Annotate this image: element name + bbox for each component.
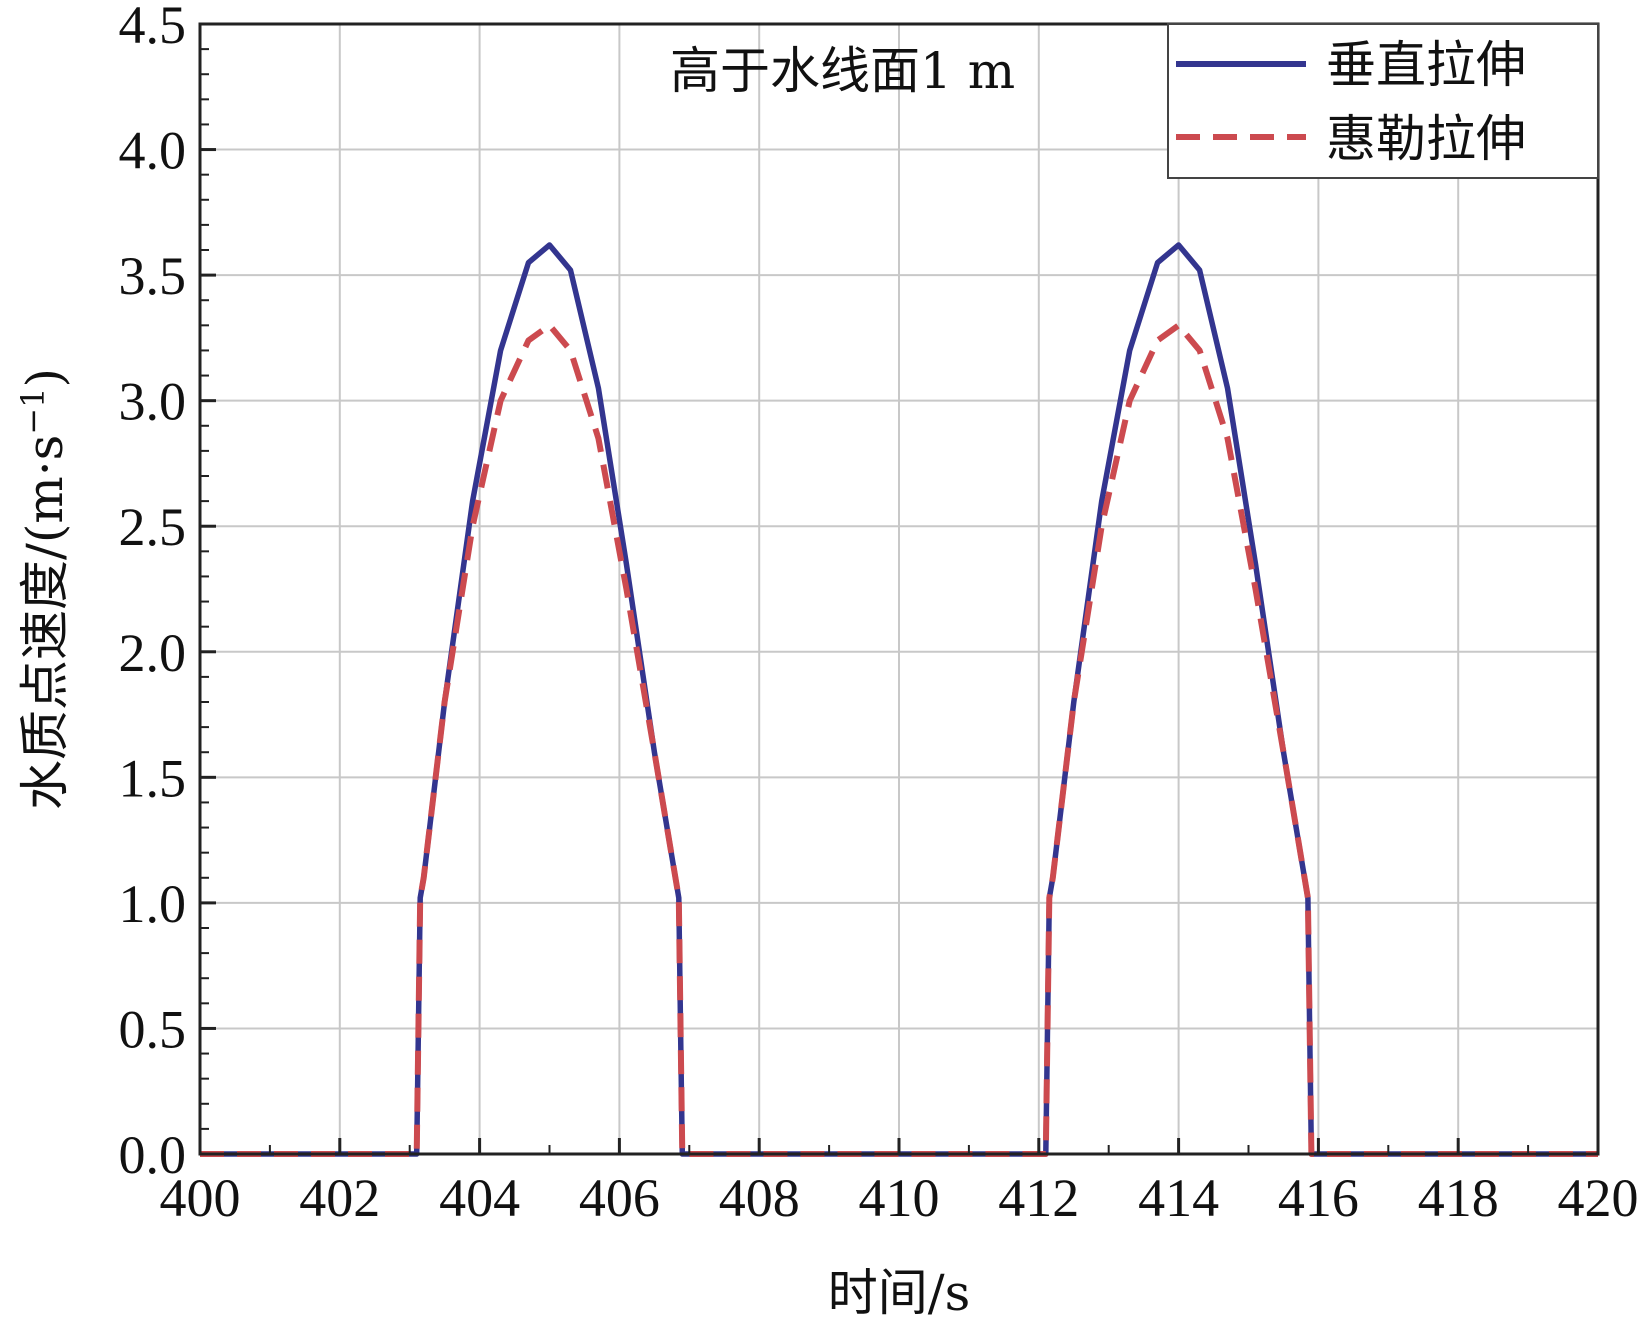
- y-axis-title-sup: −1: [14, 388, 52, 435]
- y-tick-label: 4.0: [119, 121, 187, 181]
- y-tick-label: 4.5: [119, 0, 187, 55]
- tick-labels: 400 402 404 406 408 410 412 414 416 418 420 0.0 0.5 1…: [119, 0, 1639, 1228]
- y-tick-label: 0.5: [119, 999, 187, 1059]
- y-tick-label: 3.5: [119, 246, 187, 306]
- x-tick-label: 418: [1418, 1168, 1499, 1228]
- grid: [199, 23, 1599, 1155]
- x-axis-title: 时间/s: [828, 1264, 971, 1322]
- legend-box: [1167, 23, 1599, 179]
- legend-label-series-1: 垂直拉伸: [1326, 36, 1526, 94]
- chart-annotation: 高于水线面1 m: [670, 42, 1015, 100]
- x-tick-label: 420: [1558, 1168, 1639, 1228]
- x-tick-label: 400: [160, 1168, 241, 1228]
- series-line-2: [200, 322, 1598, 1157]
- x-tick-label: 410: [859, 1168, 940, 1228]
- y-tick-label: 1.5: [119, 748, 187, 808]
- x-tick-label: 402: [299, 1168, 380, 1228]
- x-tick-label: 406: [579, 1168, 660, 1228]
- x-tick-label: 404: [439, 1168, 520, 1228]
- legend-label-series-2: 惠勒拉伸: [1326, 110, 1526, 168]
- y-axis-title: 水质点速度/(m·s−1): [14, 368, 74, 810]
- y-tick-label: 1.0: [119, 874, 187, 934]
- y-tick-label: 0.0: [119, 1125, 187, 1185]
- y-axis-title-main: 水质点速度/(m·s: [16, 435, 74, 810]
- y-tick-label: 2.5: [119, 497, 187, 557]
- axis-ticks: [198, 22, 1600, 1156]
- y-tick-label: 2.0: [119, 623, 187, 683]
- x-tick-label: 412: [998, 1168, 1079, 1228]
- y-axis-title-tail: ): [16, 368, 74, 388]
- x-tick-label: 408: [719, 1168, 800, 1228]
- x-tick-label: 416: [1278, 1168, 1359, 1228]
- x-tick-label: 414: [1138, 1168, 1219, 1228]
- legend: 垂直拉伸 惠勒拉伸: [1167, 23, 1599, 179]
- y-tick-label: 3.0: [119, 372, 187, 432]
